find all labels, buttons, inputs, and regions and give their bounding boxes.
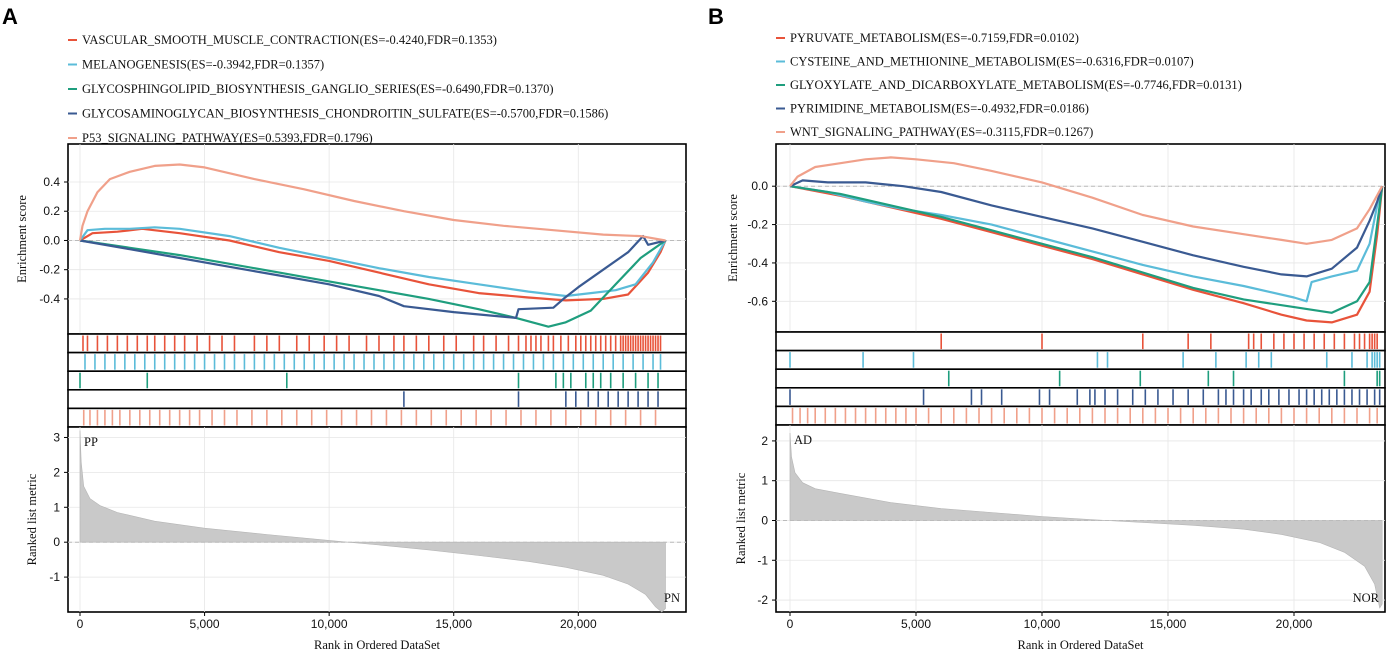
xtick-label: 10,000	[1024, 617, 1061, 631]
xtick-label: 0	[77, 617, 84, 631]
xtick-label: 0	[787, 617, 794, 631]
rank-ytick-label: 0	[53, 535, 60, 549]
xtick-label: 20,000	[1276, 617, 1313, 631]
panel-letter: B	[708, 4, 724, 29]
rank-ytick-label: 1	[761, 474, 768, 488]
rank-ylabel: Ranked list metric	[25, 473, 39, 565]
es-ytick-label: -0.4	[747, 256, 768, 270]
legend-entry: GLYCOSAMINOGLYCAN_BIOSYNTHESIS_CHONDROIT…	[82, 107, 608, 121]
hit-band	[67, 388, 687, 410]
hit-band	[67, 407, 687, 428]
xtick-label: 20,000	[560, 617, 597, 631]
es-plot-frame	[67, 143, 687, 335]
panel-a: A VASCULAR_SMOOTH_MUSCLE_CONTRACTION(ES=-…	[2, 4, 687, 652]
hit-band	[775, 386, 1386, 408]
es-ytick-label: -0.2	[747, 218, 768, 232]
x-axis-title: Rank in Ordered DataSet	[314, 638, 441, 652]
es-ytick-label: -0.2	[39, 263, 60, 277]
legend-entry: WNT_SIGNALING_PATHWAY(ES=-0.3115,FDR=0.1…	[790, 125, 1093, 139]
legend-entry: PYRIMIDINE_METABOLISM(ES=-0.4932,FDR=0.0…	[790, 102, 1089, 116]
es-plot-frame	[775, 143, 1386, 333]
rank-ytick-label: -2	[757, 593, 768, 607]
es-curve	[789, 179, 1384, 278]
es-curve	[78, 163, 666, 242]
xtick-label: 5,000	[901, 617, 931, 631]
rank-top-label: PP	[84, 435, 98, 449]
es-ytick-label: 0.0	[751, 179, 768, 193]
legend-entry: GLYCOSPHINGOLIPID_BIOSYNTHESIS_GANGLIO_S…	[82, 82, 554, 96]
rank-plot-frame	[67, 426, 687, 613]
legend-entry: P53_SIGNALING_PATHWAY(ES=0.5393,FDR=0.17…	[82, 131, 373, 145]
rank-ytick-label: 2	[53, 465, 60, 479]
panel-b: B PYRUVATE_METABOLISM(ES=-0.7159,FDR=0.01…	[708, 4, 1386, 652]
es-curve	[79, 226, 667, 298]
xtick-label: 15,000	[435, 617, 472, 631]
panel-letter: A	[2, 4, 18, 29]
legend-entry: MELANOGENESIS(ES=-0.3942,FDR=0.1357)	[82, 58, 324, 72]
es-ylabel: Enrichment score	[15, 195, 29, 283]
hit-band	[775, 368, 1386, 389]
es-ytick-label: -0.6	[747, 294, 768, 308]
rank-ytick-label: 3	[53, 430, 60, 444]
rank-ylabel: Ranked list metric	[734, 472, 748, 564]
rank-plot-frame	[775, 424, 1386, 613]
rank-bottom-label: PN	[664, 591, 680, 605]
es-ytick-label: 0.0	[43, 233, 60, 247]
es-curve	[789, 185, 1384, 314]
xtick-label: 15,000	[1150, 617, 1187, 631]
legend-entry: CYSTEINE_AND_METHIONINE_METABOLISM(ES=-0…	[790, 55, 1194, 69]
es-curve	[789, 156, 1384, 245]
rank-bottom-label: NOR	[1353, 591, 1380, 605]
legend-entry: GLYOXYLATE_AND_DICARBOXYLATE_METABOLISM(…	[790, 78, 1242, 92]
legend-entry: VASCULAR_SMOOTH_MUSCLE_CONTRACTION(ES=-0…	[82, 33, 497, 47]
rank-ytick-label: -1	[49, 570, 60, 584]
es-ytick-label: -0.4	[39, 292, 60, 306]
rank-ytick-label: 2	[761, 434, 768, 448]
xtick-label: 10,000	[311, 617, 348, 631]
rank-ytick-label: -1	[757, 553, 768, 567]
es-curve	[79, 235, 666, 319]
xtick-label: 5,000	[190, 617, 220, 631]
rank-metric-area	[79, 430, 666, 613]
hit-band	[775, 349, 1386, 371]
legend-entry: PYRUVATE_METABOLISM(ES=-0.7159,FDR=0.010…	[790, 31, 1079, 45]
rank-ytick-label: 0	[761, 513, 768, 527]
rank-top-label: AD	[794, 433, 812, 447]
x-axis-title: Rank in Ordered DataSet	[1017, 638, 1144, 652]
rank-ytick-label: 1	[53, 500, 60, 514]
es-curve	[79, 239, 667, 328]
es-ytick-label: 0.2	[43, 204, 60, 218]
hit-band	[67, 333, 687, 354]
es-curve	[789, 185, 1384, 324]
es-ytick-label: 0.4	[43, 175, 60, 189]
es-ylabel: Enrichment score	[726, 194, 740, 282]
